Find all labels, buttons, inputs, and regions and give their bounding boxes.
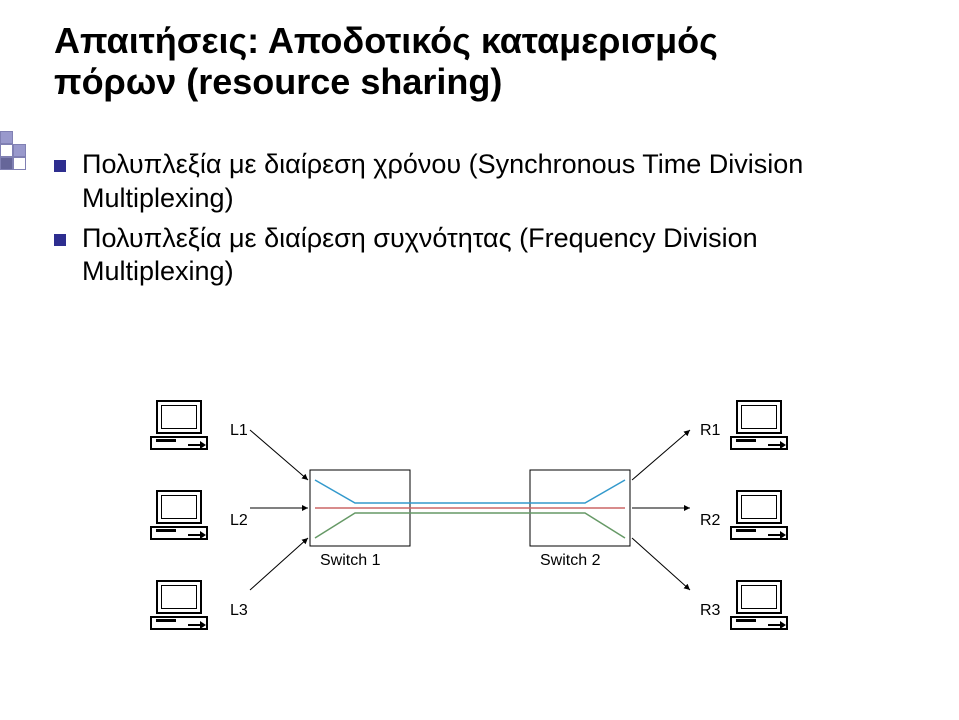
slide-title: Απαιτήσεις: Αποδοτικός καταμερισμός πόρω… (54, 20, 718, 103)
title-line-1: Απαιτήσεις: Αποδοτικός καταμερισμός (54, 20, 718, 61)
diagram-svg (150, 400, 810, 700)
bullet-item: Πολυπλεξία με διαίρεση χρόνου (Synchrono… (54, 148, 904, 216)
bullet-item: Πολυπλεξία με διαίρεση συχνότητας (Frequ… (54, 222, 904, 290)
title-line-2: πόρων (resource sharing) (54, 61, 718, 102)
accent-squares (0, 131, 26, 170)
network-diagram: L1 L2 L3 R1 R2 R3 Switch 1 Switch 2 (150, 400, 810, 700)
slide: Απαιτήσεις: Αποδοτικός καταμερισμός πόρω… (0, 0, 959, 720)
bullet-list: Πολυπλεξία με διαίρεση χρόνου (Synchrono… (54, 148, 904, 295)
